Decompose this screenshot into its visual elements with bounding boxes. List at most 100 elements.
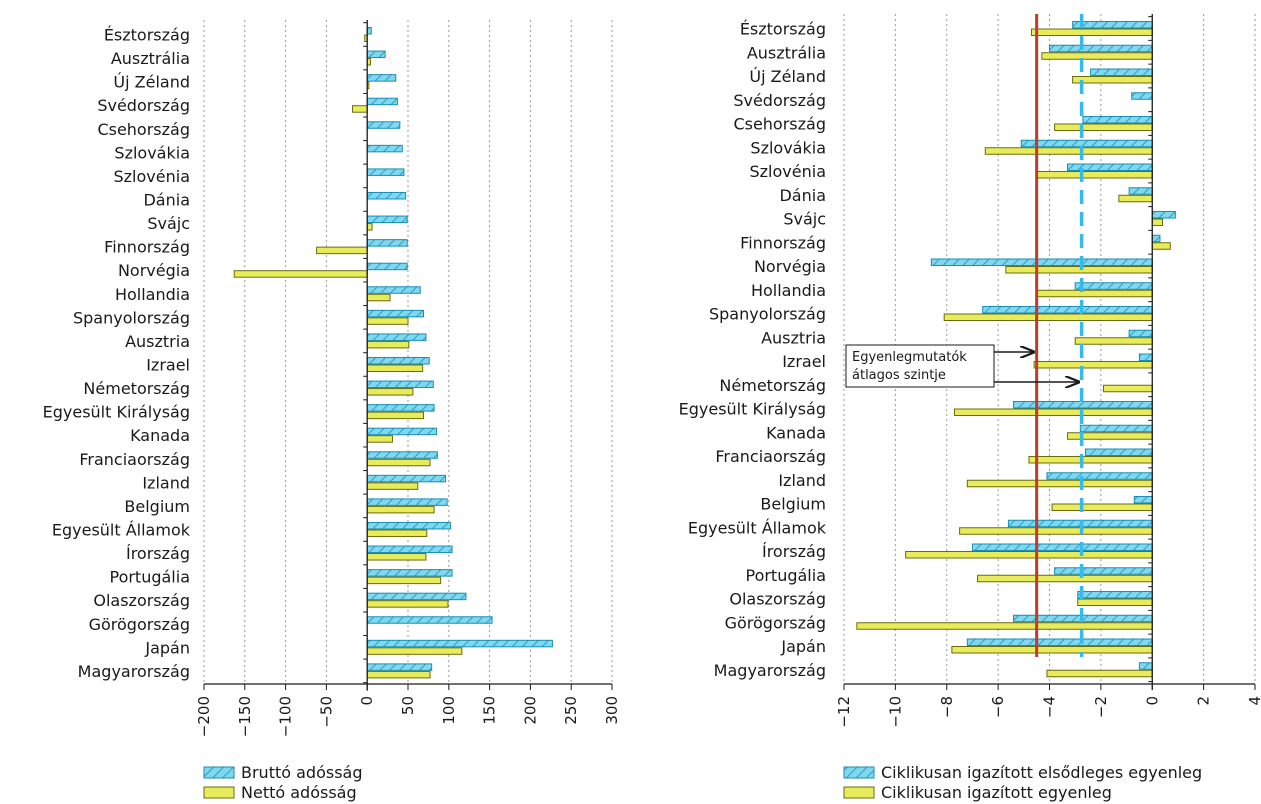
bar-series-2 bbox=[1036, 289, 1153, 298]
category-label: Kanada bbox=[766, 423, 826, 442]
bar-series-2 bbox=[1151, 242, 1171, 250]
category-label: Németország bbox=[83, 379, 190, 398]
bar-series-2 bbox=[1118, 194, 1153, 203]
bar-series-1 bbox=[366, 592, 467, 601]
x-tick-label: −4 bbox=[1041, 696, 1059, 718]
bar-series-2 bbox=[1033, 361, 1153, 369]
bar-series-1 bbox=[1077, 591, 1153, 599]
x-tick-label: 150 bbox=[481, 696, 499, 725]
bar-series-1 bbox=[366, 616, 493, 624]
bar-series-2 bbox=[1005, 266, 1153, 274]
bar-series-2 bbox=[1036, 171, 1153, 179]
bar-series-2 bbox=[905, 551, 1153, 559]
category-label: Svájc bbox=[783, 210, 826, 229]
category-label: Új Zéland bbox=[113, 73, 190, 92]
x-tick-label: −50 bbox=[317, 696, 335, 728]
bar-series-2 bbox=[366, 340, 410, 349]
bar-series-1 bbox=[1013, 401, 1153, 409]
bar-series-2 bbox=[1041, 52, 1153, 60]
category-label: Ausztria bbox=[761, 328, 826, 347]
category-label: Görögország bbox=[725, 613, 826, 632]
bar-series-2 bbox=[1077, 598, 1153, 606]
bar-series-2 bbox=[977, 574, 1153, 583]
bar-series-1 bbox=[366, 427, 438, 436]
category-label: Izrael bbox=[146, 355, 190, 374]
category-label: Ausztrália bbox=[111, 49, 190, 68]
category-label: Németország bbox=[719, 376, 826, 395]
annotation-text: átlagos szintje bbox=[852, 368, 946, 383]
x-tick-label: 200 bbox=[521, 696, 539, 725]
bar-series-1 bbox=[1151, 211, 1176, 219]
category-label: Franciaország bbox=[79, 450, 190, 469]
category-label: Kanada bbox=[130, 426, 190, 445]
x-tick-label: 0 bbox=[358, 696, 376, 706]
category-label: Finnország bbox=[740, 233, 826, 252]
category-label: Izland bbox=[778, 471, 826, 490]
x-tick-label: −8 bbox=[938, 696, 956, 718]
bar-series-1 bbox=[1079, 424, 1153, 433]
bar-series-1 bbox=[366, 262, 408, 271]
bar-series-2 bbox=[366, 576, 442, 585]
bar-series-1 bbox=[1046, 472, 1153, 480]
x-tick-label: −200 bbox=[195, 696, 213, 737]
category-label: Írország bbox=[762, 542, 826, 561]
category-label: Írország bbox=[126, 544, 190, 563]
bar-series-2 bbox=[366, 388, 414, 396]
category-label: Ausztrália bbox=[747, 43, 826, 62]
bar-series-1 bbox=[1072, 21, 1153, 29]
category-label: Szlovénia bbox=[750, 162, 827, 181]
bar-series-1 bbox=[1090, 68, 1153, 76]
bar-series-1 bbox=[366, 498, 448, 506]
bar-series-2 bbox=[856, 622, 1153, 630]
bar-series-1 bbox=[366, 121, 401, 129]
category-label: Izland bbox=[142, 473, 190, 492]
category-label: Olaszország bbox=[93, 591, 190, 610]
bar-series-2 bbox=[366, 293, 391, 302]
category-label: Egyesült Államok bbox=[688, 518, 827, 537]
legend-label: Bruttó adósság bbox=[241, 763, 363, 782]
bar-series-2 bbox=[1046, 669, 1153, 678]
bar-series-1 bbox=[366, 333, 427, 341]
bar-series-2 bbox=[1102, 384, 1153, 393]
bar-series-1 bbox=[366, 356, 430, 365]
x-tick-label: −150 bbox=[236, 696, 254, 737]
category-label: Izrael bbox=[782, 352, 826, 371]
bar-series-2 bbox=[1031, 28, 1153, 36]
bar-series-1 bbox=[1049, 44, 1153, 53]
bar-series-2 bbox=[366, 553, 427, 561]
bar-series-2 bbox=[984, 147, 1153, 155]
bar-series-1 bbox=[966, 638, 1153, 646]
bar-series-1 bbox=[1131, 92, 1153, 100]
category-label: Ausztria bbox=[125, 332, 190, 351]
left-chart-panel: Észtország Ausztrália Új Zéland Svédország C… bbox=[43, 20, 621, 802]
x-tick-label: 300 bbox=[603, 696, 621, 725]
bar-series-2 bbox=[366, 670, 431, 679]
x-tick-label: 50 bbox=[399, 696, 417, 715]
category-label: Spanyolország bbox=[709, 305, 826, 324]
bar-series-1 bbox=[366, 309, 425, 318]
annotation-text: Egyenlegmutatók bbox=[852, 350, 967, 365]
bar-series-2 bbox=[1054, 123, 1153, 131]
category-label: Egyesült Királyság bbox=[679, 400, 826, 419]
bar-series-1 bbox=[366, 74, 397, 82]
category-label: Svédország bbox=[97, 96, 190, 115]
bar-series-1 bbox=[366, 168, 405, 176]
bar-series-1 bbox=[366, 569, 453, 577]
bar-series-1 bbox=[1151, 234, 1161, 243]
legend-swatch bbox=[843, 766, 875, 779]
bar-series-2 bbox=[943, 313, 1153, 321]
bar-series-1 bbox=[366, 97, 398, 106]
category-label: Belgium bbox=[124, 497, 190, 516]
bar-series-1 bbox=[366, 404, 435, 412]
bar-series-2 bbox=[366, 482, 419, 490]
category-label: Franciaország bbox=[715, 447, 826, 466]
category-label: Svájc bbox=[147, 214, 190, 233]
category-label: Dánia bbox=[779, 186, 826, 205]
category-label: Egyesült Királyság bbox=[43, 403, 190, 422]
category-label: Norvégia bbox=[754, 257, 826, 276]
bar-series-2 bbox=[1028, 456, 1153, 464]
x-tick-label: −12 bbox=[835, 696, 853, 728]
x-tick-label: −2 bbox=[1092, 696, 1110, 718]
bar-series-1 bbox=[1020, 139, 1153, 148]
